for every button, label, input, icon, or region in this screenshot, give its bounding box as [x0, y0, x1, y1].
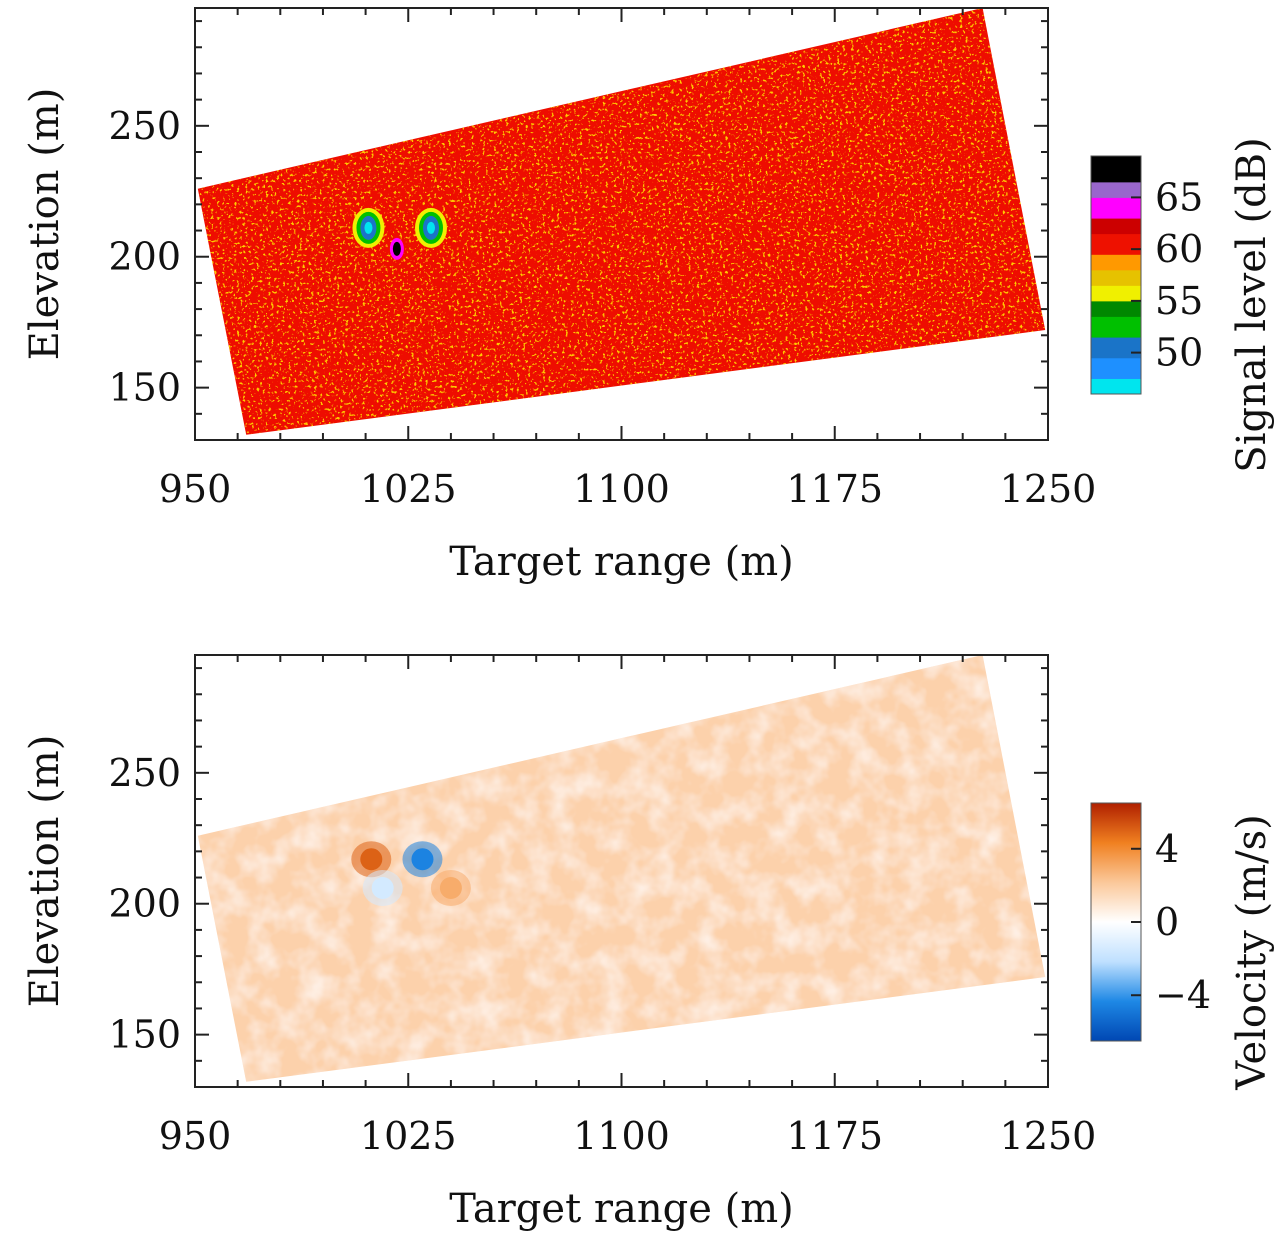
signal-level-panel: 950 1025 1100 1175 1250 150 200 250 Target rang… [22, 7, 1275, 585]
y-tick-label: 150 [108, 1013, 181, 1057]
signal-y-axis-title: Elevation (m) [22, 88, 68, 361]
colorbar-band [1091, 233, 1141, 255]
y-tick-label: 250 [108, 751, 181, 795]
velocity-y-axis-title: Elevation (m) [22, 735, 68, 1008]
colorbar-band [1091, 285, 1141, 302]
x-tick-label: 1250 [1000, 467, 1097, 511]
colorbar-band [1091, 181, 1141, 198]
colorbar-tick-label: 60 [1155, 227, 1203, 271]
signal-feature [392, 241, 401, 256]
signal-scan-region [197, 8, 1046, 435]
colorbar-band [1091, 156, 1141, 183]
x-tick-label: 1025 [360, 1114, 457, 1158]
velocity-colorbar-title: Velocity (m/s) [1229, 814, 1275, 1091]
y-tick-label: 200 [108, 235, 181, 279]
velocity-axis-ticks: 950 1025 1100 1175 1250 150 200 250 [108, 655, 1096, 1158]
velocity-feature [360, 848, 383, 871]
velocity-feature [371, 877, 394, 900]
x-tick-label: 950 [159, 467, 232, 511]
velocity-feature [439, 877, 462, 900]
colorbar-band [1091, 316, 1141, 338]
x-tick-label: 1100 [573, 467, 670, 511]
signal-feature-core [364, 221, 373, 234]
colorbar-tick-label: 55 [1155, 279, 1203, 323]
colorbar-band [1091, 269, 1141, 286]
colorbar-tick-label: 4 [1155, 827, 1179, 871]
colorbar-band [1091, 254, 1141, 271]
velocity-colorbar: −4 0 4 [1090, 802, 1211, 1042]
colorbar-band [1091, 300, 1141, 317]
y-tick-label: 200 [108, 882, 181, 926]
colorbar-band [1091, 337, 1141, 359]
velocity-panel: 950 1025 1100 1175 1250 150 200 250 Target rang… [22, 654, 1275, 1232]
colorbar-band [1091, 197, 1141, 219]
x-tick-label: 1025 [360, 467, 457, 511]
x-tick-label: 1175 [786, 467, 883, 511]
x-tick-label: 1175 [786, 1114, 883, 1158]
velocity-feature [411, 848, 434, 871]
colorbar-tick-label: 0 [1155, 900, 1179, 944]
colorbar-frame [1090, 155, 1142, 395]
signal-colorbar: 50 55 60 65 [1090, 155, 1203, 395]
colorbar-tick-label: −4 [1155, 973, 1211, 1017]
x-tick-label: 1250 [1000, 1114, 1097, 1158]
velocity-scan-region [197, 655, 1046, 1082]
colorbar-tick-label: 50 [1155, 331, 1203, 375]
colorbar-band [1091, 378, 1141, 395]
y-tick-label: 250 [108, 104, 181, 148]
x-tick-label: 1100 [573, 1114, 670, 1158]
signal-axis-ticks: 950 1025 1100 1175 1250 150 200 250 [108, 8, 1096, 511]
signal-x-axis-title: Target range (m) [449, 539, 793, 585]
velocity-x-axis-title: Target range (m) [449, 1186, 793, 1232]
signal-plot-area [197, 8, 1046, 435]
velocity-plot-area [197, 655, 1046, 1082]
colorbar-band [1091, 357, 1141, 379]
colorbar-band [1091, 218, 1141, 235]
x-tick-label: 950 [159, 1114, 232, 1158]
colorbar-tick-label: 65 [1155, 175, 1203, 219]
signal-colorbar-title: Signal level (dB) [1229, 137, 1275, 472]
signal-feature-core [426, 221, 435, 234]
y-tick-label: 150 [108, 366, 181, 410]
